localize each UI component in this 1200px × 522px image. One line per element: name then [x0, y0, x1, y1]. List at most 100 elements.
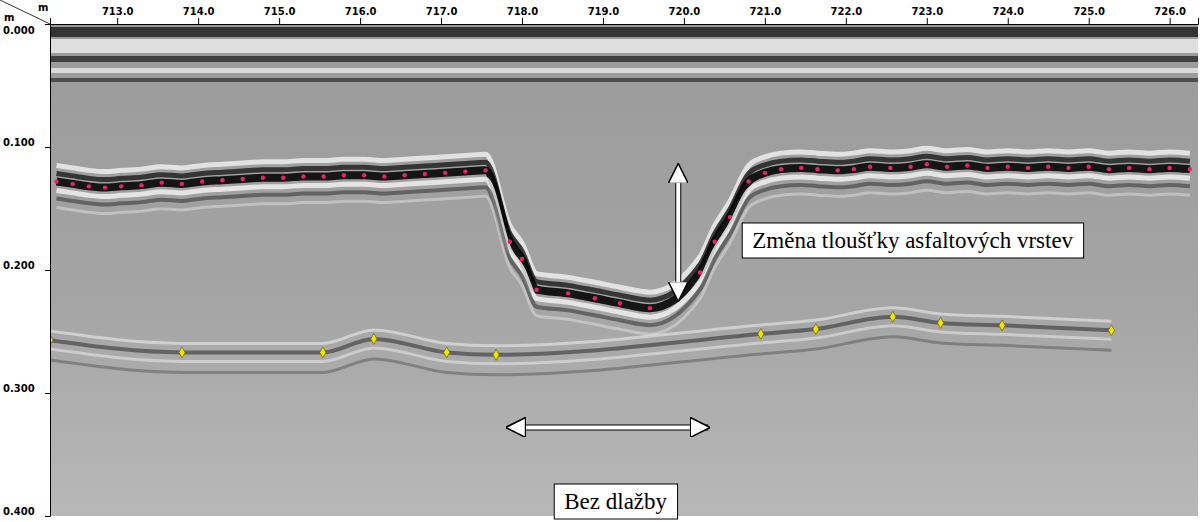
y-tick: 0.400: [3, 506, 50, 517]
x-tick: 717.0: [426, 6, 458, 24]
pick-point: [443, 171, 447, 175]
surface-band: [50, 78, 1198, 82]
x-tick-label: 721.0: [750, 6, 782, 17]
x-tick-label: 726.0: [1154, 6, 1186, 17]
pick-point: [160, 180, 164, 184]
x-tick: 721.0: [750, 6, 782, 24]
pick-point: [444, 347, 450, 358]
y-tick-mark: [45, 393, 50, 394]
x-tick: 719.0: [588, 6, 620, 24]
x-tick-label: 713.0: [102, 6, 134, 17]
pick-point: [1026, 166, 1030, 170]
pick-point: [1127, 166, 1131, 170]
pick-point: [534, 287, 538, 291]
surface-band: [50, 27, 1198, 37]
pick-point: [758, 329, 764, 340]
x-tick: 714.0: [183, 6, 215, 24]
y-tick-label: 0.200: [3, 260, 35, 271]
series-0: [54, 162, 1192, 310]
pick-point: [1107, 167, 1111, 171]
x-tick: 724.0: [992, 6, 1024, 24]
pick-point: [1046, 164, 1050, 168]
pick-point: [493, 349, 499, 360]
reflection-band: [50, 337, 1111, 375]
pick-point: [261, 176, 265, 180]
y-tick-label: 0.300: [3, 383, 35, 394]
x-tick: 713.0: [102, 6, 134, 24]
y-axis: 0.000 0.100 0.200 0.300 0.400: [3, 25, 51, 517]
annotation-text: Změna tloušťky asfaltových vrstev: [752, 228, 1073, 253]
pick-point: [763, 171, 767, 175]
pick-point: [985, 166, 989, 170]
pick-point: [1006, 164, 1010, 168]
pick-point: [965, 163, 969, 167]
x-tick: 718.0: [507, 6, 539, 24]
x-tick-mark: [1089, 18, 1090, 24]
x-tick: 720.0: [669, 6, 701, 24]
y-tick-label: 0.100: [3, 137, 35, 148]
pick-point: [799, 166, 803, 170]
pick-point: [200, 179, 204, 183]
x-tick-mark: [522, 18, 523, 24]
pick-point: [1066, 166, 1070, 170]
pick-point: [593, 296, 597, 300]
x-tick-mark: [765, 18, 766, 24]
pick-point: [1147, 167, 1151, 171]
pick-point: [728, 215, 732, 219]
y-tick-mark: [45, 516, 50, 517]
pick-point: [240, 177, 244, 181]
pick-point: [1087, 164, 1091, 168]
y-tick: 0.100: [3, 137, 50, 148]
x-tick-label: 720.0: [669, 6, 701, 17]
y-tick-label: 0.400: [3, 506, 35, 517]
pick-point: [890, 311, 896, 322]
x-tick: 716.0: [345, 6, 377, 24]
x-tick-label: 714.0: [183, 6, 215, 17]
x-axis: 713.0 714.0 715.0 716.0 717.0 718.0 719.0 720.0…: [51, 6, 1199, 25]
pick-point: [999, 320, 1005, 331]
x-axis-title: m: [38, 2, 48, 13]
pick-point: [648, 306, 652, 310]
pick-point: [103, 185, 107, 189]
y-axis-title: m: [4, 12, 14, 23]
pick-point: [463, 169, 467, 173]
x-tick-label: 716.0: [345, 6, 377, 17]
corner-line: [0, 0, 50, 24]
annotation-box: [554, 484, 677, 519]
pick-point: [320, 347, 326, 358]
pick-point: [382, 174, 386, 178]
pick-point: [925, 162, 929, 166]
x-axis-line: [51, 18, 1199, 25]
annotation-box: [742, 223, 1083, 258]
pick-point: [698, 270, 702, 274]
pick-point: [220, 178, 224, 182]
pick-point: [54, 179, 58, 183]
pick-point: [180, 182, 184, 186]
background: [50, 24, 1198, 516]
pick-point: [868, 164, 872, 168]
x-tick-label: 723.0: [911, 6, 943, 17]
pick-point: [618, 301, 622, 305]
pick-point: [852, 167, 856, 171]
pick-point: [70, 182, 74, 186]
double-arrow: [524, 425, 709, 429]
reflection-band: [56, 181, 1189, 325]
y-tick-mark: [45, 147, 50, 148]
pick-point: [508, 240, 512, 244]
y-tick: 0.000: [3, 25, 50, 36]
y-tick: 0.200: [3, 260, 50, 271]
x-tick-mark: [279, 18, 280, 24]
x-tick: 715.0: [264, 6, 296, 24]
pick-point: [945, 164, 949, 168]
x-tick-label: 724.0: [992, 6, 1024, 17]
arrow-outline: [524, 424, 709, 430]
x-tick-mark: [684, 18, 685, 24]
pick-point: [813, 324, 819, 335]
x-tick-mark: [1170, 18, 1171, 24]
pick-point: [362, 173, 366, 177]
x-tick-mark: [198, 18, 199, 24]
pick-point: [1167, 166, 1171, 170]
x-tick-mark: [927, 18, 928, 24]
x-tick-label: 717.0: [426, 6, 458, 17]
series-1: [50, 311, 1115, 360]
